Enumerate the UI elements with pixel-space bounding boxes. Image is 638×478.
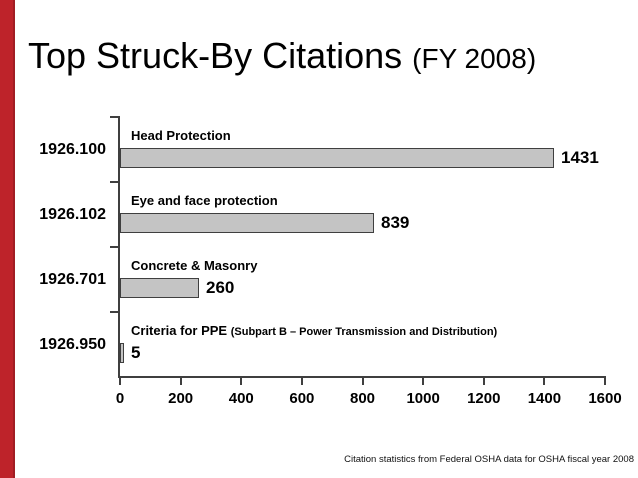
x-tick-mark bbox=[119, 377, 121, 385]
y-axis-line bbox=[118, 116, 120, 378]
x-tick-mark bbox=[361, 377, 364, 385]
x-tick-mark bbox=[179, 377, 182, 385]
category-axis-label: 1926.950 bbox=[39, 336, 106, 353]
x-tick-mark bbox=[604, 377, 606, 385]
x-tick-label: 800 bbox=[349, 390, 376, 407]
y-tick-mark bbox=[110, 181, 118, 183]
bar-label: Head Protection bbox=[131, 128, 231, 143]
x-tick-label: 1600 bbox=[588, 390, 622, 407]
bar-label: Criteria for PPE (Subpart B – Power Tran… bbox=[131, 323, 497, 338]
x-tick-label: 400 bbox=[228, 390, 254, 407]
x-tick-mark bbox=[482, 377, 485, 385]
bar-label-text: Eye and face protection bbox=[131, 193, 278, 208]
bar bbox=[120, 278, 199, 298]
plot-area: 0 200 400 600 800 1000 1200 1400 1600 Head Prote… bbox=[110, 116, 622, 407]
bar-row: Head Protection 1431 bbox=[120, 117, 606, 182]
category-axis-label: 1926.102 bbox=[39, 206, 106, 223]
source-credit: Citation statistics from Federal OSHA da… bbox=[344, 454, 634, 465]
page-title-main: Top Struck-By Citations bbox=[28, 35, 403, 77]
bar bbox=[120, 343, 124, 363]
bar-value-label: 839 bbox=[381, 213, 410, 232]
bar bbox=[120, 213, 374, 233]
category-axis-label: 1926.100 bbox=[39, 141, 106, 158]
bar-label: Eye and face protection bbox=[131, 193, 278, 208]
y-tick-mark bbox=[110, 311, 118, 313]
y-tick-mark bbox=[110, 116, 118, 118]
page-title-suffix: (FY 2008) bbox=[412, 43, 537, 75]
bar-value-label: 1431 bbox=[561, 148, 599, 167]
bar-row: Eye and face protection 839 bbox=[120, 182, 606, 247]
bar-value-label: 260 bbox=[206, 278, 235, 297]
x-tick-label: 1200 bbox=[467, 390, 501, 407]
x-tick-mark bbox=[300, 377, 303, 385]
page-title: Top Struck-By Citations (FY 2008) bbox=[28, 35, 536, 76]
bar bbox=[120, 148, 554, 168]
x-tick-mark bbox=[422, 377, 425, 385]
x-tick-label: 200 bbox=[168, 390, 194, 407]
slide-accent-stripe bbox=[0, 0, 15, 478]
x-tick-label: 0 bbox=[115, 390, 125, 407]
x-tick-label: 1000 bbox=[406, 390, 440, 407]
bar-label: Concrete & Masonry bbox=[131, 258, 257, 273]
y-tick-mark bbox=[110, 246, 118, 248]
x-tick-mark bbox=[240, 377, 243, 385]
bar-label-note: (Subpart B – Power Transmission and Dist… bbox=[230, 326, 498, 338]
category-axis-label: 1926.701 bbox=[39, 271, 106, 288]
bar-label-text: Concrete & Masonry bbox=[131, 258, 258, 273]
bar-label-text: Head Protection bbox=[131, 128, 231, 143]
x-tick-label: 1400 bbox=[527, 390, 562, 407]
bar-label-text: Criteria for PPE bbox=[131, 323, 228, 338]
bar-row: Concrete & Masonry 260 bbox=[120, 247, 606, 312]
x-tick-label: 600 bbox=[289, 390, 315, 407]
bar-row: Criteria for PPE (Subpart B – Power Tran… bbox=[120, 312, 606, 377]
x-tick-mark bbox=[543, 377, 546, 385]
bar-value-label: 5 bbox=[131, 343, 141, 362]
